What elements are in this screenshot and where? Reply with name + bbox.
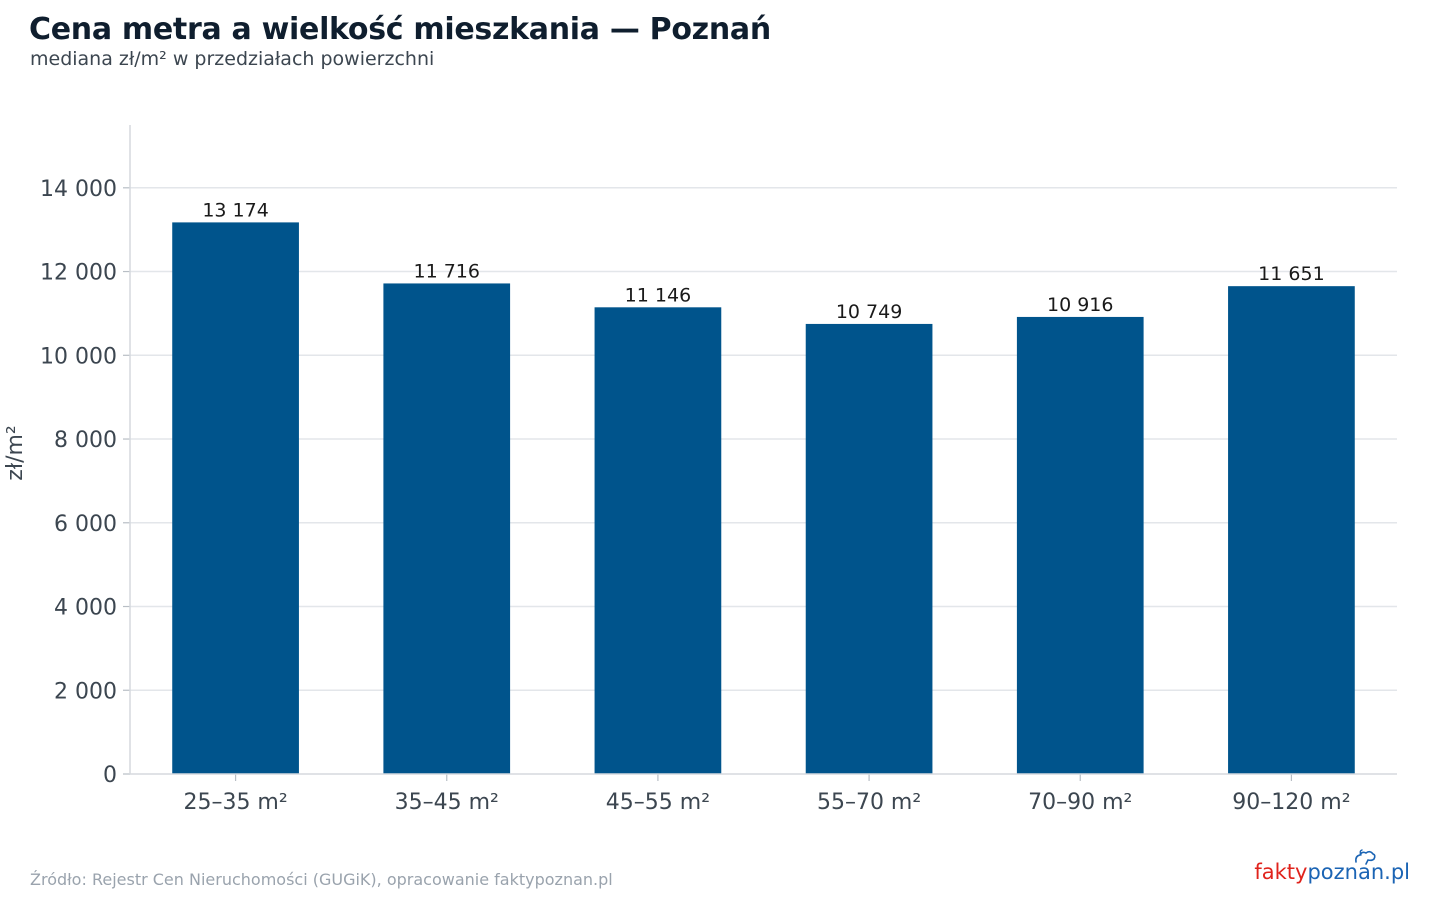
y-tick-label: 0: [103, 763, 117, 788]
x-tick-label: 25–35 m²: [183, 790, 287, 815]
y-tick-label: 12 000: [40, 261, 117, 286]
bar: [1228, 286, 1355, 774]
y-tick-label: 4 000: [54, 596, 117, 621]
x-tick-label: 55–70 m²: [817, 790, 921, 815]
y-tick-label: 2 000: [54, 679, 117, 704]
y-tick-label: 6 000: [54, 512, 117, 537]
bar-value-label: 11 651: [1258, 263, 1324, 285]
y-tick-label: 14 000: [40, 177, 117, 202]
labels: 0 2 000 4 000 6 000 8 000 10 000 12 000 14 000 1…: [40, 177, 1351, 815]
y-tick-label: 10 000: [40, 344, 117, 369]
x-tick-label: 45–55 m²: [606, 790, 710, 815]
goat-icon: [1355, 849, 1376, 865]
source-note: Źródło: Rejestr Cen Nieruchomości (GUGiK…: [30, 870, 613, 889]
x-tick-label: 90–120 m²: [1232, 790, 1350, 815]
y-tick-label: 8 000: [54, 428, 117, 453]
logo-part-poznan: poznan: [1307, 860, 1385, 884]
bars: [172, 222, 1355, 775]
bar: [594, 307, 722, 774]
bar: [383, 283, 511, 774]
bar-value-label: 11 146: [625, 284, 691, 306]
logo-part-pl: .pl: [1384, 860, 1410, 884]
logo-part-fakty: fakty: [1254, 860, 1308, 884]
bar-value-label: 10 916: [1047, 294, 1113, 316]
bar: [172, 222, 299, 775]
bar: [805, 323, 933, 774]
x-tick-label: 70–90 m²: [1028, 790, 1132, 815]
chart-title: Cena metra a wielkość mieszkania — Pozna…: [29, 12, 771, 47]
bar-value-label: 11 716: [414, 260, 480, 282]
y-axis-label: zł/m²: [3, 425, 28, 480]
bar-value-label: 13 174: [202, 199, 268, 221]
grid-lines: [130, 187, 1397, 692]
chart-subtitle: mediana zł/m² w przedziałach powierzchni: [30, 48, 435, 70]
axes: [123, 125, 1397, 781]
bar: [1016, 316, 1144, 774]
faktypoznan-logo[interactable]: faktypoznan.pl: [1254, 860, 1410, 884]
bar-value-label: 10 749: [836, 301, 902, 323]
x-tick-label: 35–45 m²: [395, 790, 499, 815]
